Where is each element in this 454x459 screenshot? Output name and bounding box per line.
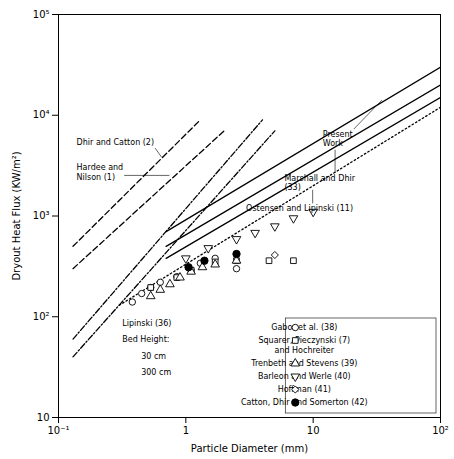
svg-text:Hardee andNilson (1): Hardee andNilson (1) xyxy=(77,163,124,181)
svg-text:Catton, Dhir and Somerton (42): Catton, Dhir and Somerton (42) xyxy=(241,398,368,407)
svg-text:Dhir and Catton (2): Dhir and Catton (2) xyxy=(77,138,154,147)
svg-text:1: 1 xyxy=(183,425,189,436)
svg-text:10: 10 xyxy=(307,425,320,436)
svg-text:Ostensen and Lipinski (11): Ostensen and Lipinski (11) xyxy=(246,204,353,213)
svg-text:Bed Height:: Bed Height: xyxy=(122,335,169,344)
svg-text:10²: 10² xyxy=(432,425,449,436)
svg-text:Squarer, Pieczynski (7)and Hoc: Squarer, Pieczynski (7)and Hochreiter xyxy=(258,336,350,355)
svg-text:Trenbeth and Stevens (39): Trenbeth and Stevens (39) xyxy=(250,359,357,368)
svg-text:300 cm: 300 cm xyxy=(141,368,171,377)
svg-text:10³: 10³ xyxy=(33,210,50,221)
svg-text:Barleon and Werle (40): Barleon and Werle (40) xyxy=(258,372,351,381)
svg-text:10⁴: 10⁴ xyxy=(33,109,50,120)
svg-text:PresentWork: PresentWork xyxy=(323,130,353,148)
svg-text:30 cm: 30 cm xyxy=(141,352,166,361)
svg-text:Particle Diameter (mm): Particle Diameter (mm) xyxy=(191,443,308,454)
svg-text:10: 10 xyxy=(37,412,50,423)
svg-text:10²: 10² xyxy=(33,311,50,322)
svg-text:Gabor et al. (38): Gabor et al. (38) xyxy=(271,323,337,332)
svg-text:10⁵: 10⁵ xyxy=(33,9,50,20)
svg-text:Marshall and Dhir(33): Marshall and Dhir(33) xyxy=(284,174,355,192)
svg-text:Dryout Heat Flux (KW/m²): Dryout Heat Flux (KW/m²) xyxy=(11,151,22,280)
svg-text:Hoffman (41): Hoffman (41) xyxy=(278,385,331,394)
svg-text:10⁻¹: 10⁻¹ xyxy=(47,425,69,436)
svg-text:Lipinski (36): Lipinski (36) xyxy=(122,319,171,328)
